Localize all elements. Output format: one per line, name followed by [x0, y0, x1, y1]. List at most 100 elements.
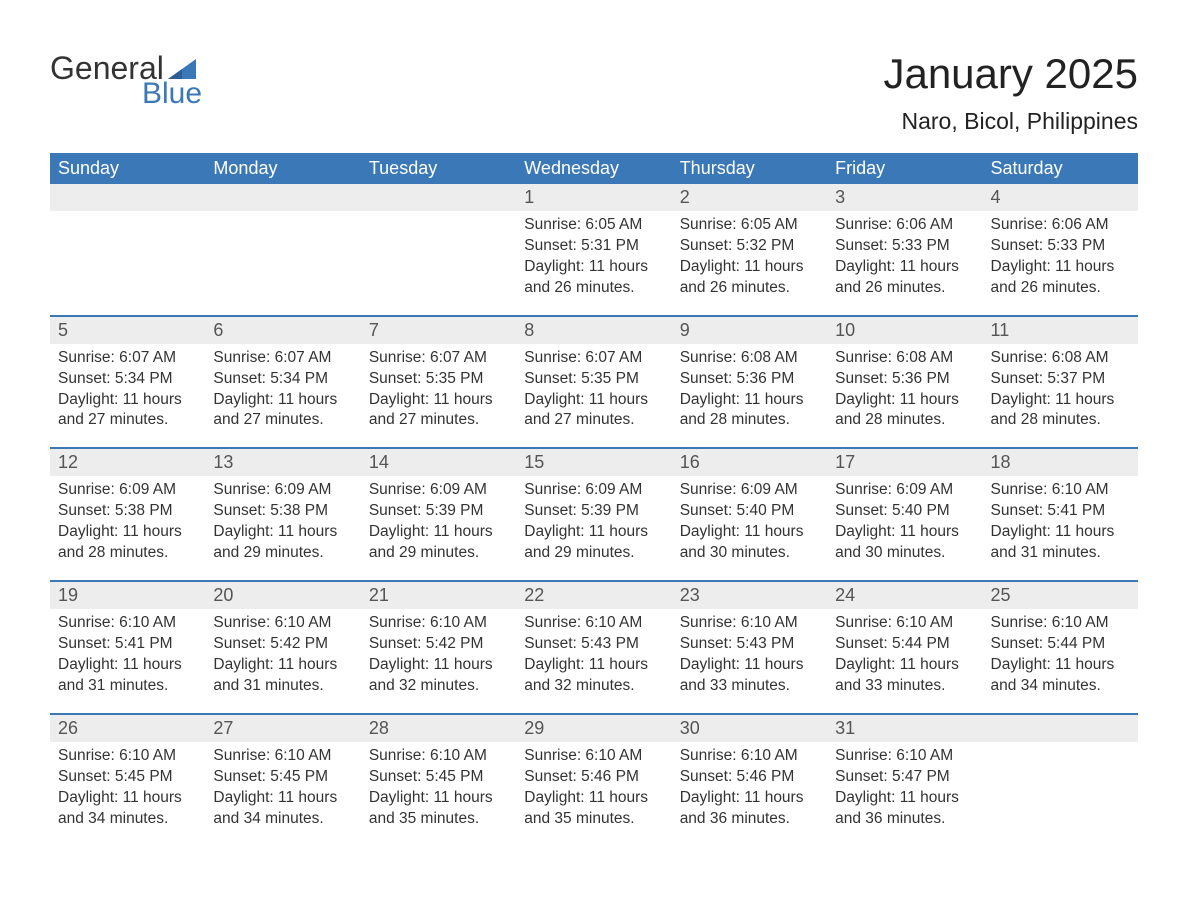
day-body: Sunrise: 6:09 AMSunset: 5:38 PMDaylight:…	[50, 476, 205, 580]
day-number-row: 20	[205, 582, 360, 609]
day-cell: 14Sunrise: 6:09 AMSunset: 5:39 PMDayligh…	[361, 449, 516, 580]
day-cell: 2Sunrise: 6:05 AMSunset: 5:32 PMDaylight…	[672, 184, 827, 315]
day-number-row: 24	[827, 582, 982, 609]
daylight-line2: and 36 minutes.	[835, 809, 974, 830]
day-number: 21	[361, 582, 516, 609]
day-cell	[50, 184, 205, 315]
daylight-line2: and 26 minutes.	[991, 278, 1130, 299]
day-cell: 26Sunrise: 6:10 AMSunset: 5:45 PMDayligh…	[50, 715, 205, 846]
day-number: 28	[361, 715, 516, 742]
day-number: 8	[516, 317, 671, 344]
daylight-line1: Daylight: 11 hours	[991, 655, 1130, 676]
weeks-container: 1Sunrise: 6:05 AMSunset: 5:31 PMDaylight…	[50, 184, 1138, 845]
sunset-text: Sunset: 5:34 PM	[58, 369, 197, 390]
day-cell: 6Sunrise: 6:07 AMSunset: 5:34 PMDaylight…	[205, 317, 360, 448]
calendar-page: General Blue January 2025 Naro, Bicol, P…	[0, 0, 1188, 885]
sunrise-text: Sunrise: 6:10 AM	[524, 613, 663, 634]
day-number-row: 15	[516, 449, 671, 476]
day-body: Sunrise: 6:10 AMSunset: 5:45 PMDaylight:…	[50, 742, 205, 846]
sunrise-text: Sunrise: 6:07 AM	[213, 348, 352, 369]
sunrise-text: Sunrise: 6:09 AM	[835, 480, 974, 501]
sunset-text: Sunset: 5:40 PM	[835, 501, 974, 522]
daylight-line2: and 34 minutes.	[991, 676, 1130, 697]
sunset-text: Sunset: 5:36 PM	[680, 369, 819, 390]
sunrise-text: Sunrise: 6:10 AM	[213, 746, 352, 767]
day-number-row: 14	[361, 449, 516, 476]
daylight-line1: Daylight: 11 hours	[835, 257, 974, 278]
day-number: 12	[50, 449, 205, 476]
week-row: 12Sunrise: 6:09 AMSunset: 5:38 PMDayligh…	[50, 447, 1138, 580]
day-cell	[983, 715, 1138, 846]
day-body: Sunrise: 6:09 AMSunset: 5:38 PMDaylight:…	[205, 476, 360, 580]
daylight-line2: and 27 minutes.	[369, 410, 508, 431]
daylight-line2: and 31 minutes.	[991, 543, 1130, 564]
daylight-line2: and 28 minutes.	[58, 543, 197, 564]
day-body: Sunrise: 6:07 AMSunset: 5:35 PMDaylight:…	[516, 344, 671, 448]
brand-word-blue: Blue	[142, 77, 202, 111]
day-number-row: 23	[672, 582, 827, 609]
sunset-text: Sunset: 5:38 PM	[58, 501, 197, 522]
sunrise-text: Sunrise: 6:05 AM	[680, 215, 819, 236]
week-row: 5Sunrise: 6:07 AMSunset: 5:34 PMDaylight…	[50, 315, 1138, 448]
day-body: Sunrise: 6:07 AMSunset: 5:35 PMDaylight:…	[361, 344, 516, 448]
day-number-row: 17	[827, 449, 982, 476]
week-row: 1Sunrise: 6:05 AMSunset: 5:31 PMDaylight…	[50, 184, 1138, 315]
day-body: Sunrise: 6:10 AMSunset: 5:46 PMDaylight:…	[672, 742, 827, 846]
daylight-line2: and 26 minutes.	[835, 278, 974, 299]
dow-cell: Sunday	[50, 153, 205, 184]
daylight-line1: Daylight: 11 hours	[991, 522, 1130, 543]
day-body: Sunrise: 6:06 AMSunset: 5:33 PMDaylight:…	[827, 211, 982, 315]
daylight-line1: Daylight: 11 hours	[524, 390, 663, 411]
sunset-text: Sunset: 5:45 PM	[58, 767, 197, 788]
daylight-line1: Daylight: 11 hours	[524, 522, 663, 543]
day-number-row: 4	[983, 184, 1138, 211]
day-cell: 5Sunrise: 6:07 AMSunset: 5:34 PMDaylight…	[50, 317, 205, 448]
day-number: 7	[361, 317, 516, 344]
daylight-line1: Daylight: 11 hours	[991, 390, 1130, 411]
daylight-line2: and 26 minutes.	[524, 278, 663, 299]
day-number: 17	[827, 449, 982, 476]
dow-cell: Saturday	[983, 153, 1138, 184]
day-number-row: 16	[672, 449, 827, 476]
daylight-line2: and 27 minutes.	[524, 410, 663, 431]
daylight-line2: and 26 minutes.	[680, 278, 819, 299]
sunset-text: Sunset: 5:43 PM	[524, 634, 663, 655]
day-body: Sunrise: 6:10 AMSunset: 5:44 PMDaylight:…	[827, 609, 982, 713]
daylight-line1: Daylight: 11 hours	[213, 655, 352, 676]
sunrise-text: Sunrise: 6:10 AM	[991, 613, 1130, 634]
day-cell: 7Sunrise: 6:07 AMSunset: 5:35 PMDaylight…	[361, 317, 516, 448]
day-number-row: 8	[516, 317, 671, 344]
day-number: 13	[205, 449, 360, 476]
day-number-row: 6	[205, 317, 360, 344]
day-number: 10	[827, 317, 982, 344]
day-cell: 13Sunrise: 6:09 AMSunset: 5:38 PMDayligh…	[205, 449, 360, 580]
sunset-text: Sunset: 5:44 PM	[991, 634, 1130, 655]
daylight-line2: and 30 minutes.	[680, 543, 819, 564]
day-number: 29	[516, 715, 671, 742]
daylight-line1: Daylight: 11 hours	[369, 655, 508, 676]
daylight-line1: Daylight: 11 hours	[213, 390, 352, 411]
day-cell: 24Sunrise: 6:10 AMSunset: 5:44 PMDayligh…	[827, 582, 982, 713]
day-cell: 31Sunrise: 6:10 AMSunset: 5:47 PMDayligh…	[827, 715, 982, 846]
day-body: Sunrise: 6:10 AMSunset: 5:45 PMDaylight:…	[361, 742, 516, 846]
sunrise-text: Sunrise: 6:10 AM	[680, 746, 819, 767]
day-number-row: 11	[983, 317, 1138, 344]
day-number: 18	[983, 449, 1138, 476]
sunrise-text: Sunrise: 6:09 AM	[58, 480, 197, 501]
sunset-text: Sunset: 5:47 PM	[835, 767, 974, 788]
daylight-line1: Daylight: 11 hours	[213, 788, 352, 809]
day-body: Sunrise: 6:09 AMSunset: 5:39 PMDaylight:…	[361, 476, 516, 580]
sunset-text: Sunset: 5:35 PM	[524, 369, 663, 390]
day-number-row	[50, 184, 205, 211]
sunrise-text: Sunrise: 6:06 AM	[835, 215, 974, 236]
day-cell: 15Sunrise: 6:09 AMSunset: 5:39 PMDayligh…	[516, 449, 671, 580]
daylight-line2: and 28 minutes.	[835, 410, 974, 431]
sunset-text: Sunset: 5:35 PM	[369, 369, 508, 390]
daylight-line1: Daylight: 11 hours	[369, 788, 508, 809]
dow-cell: Thursday	[672, 153, 827, 184]
sunset-text: Sunset: 5:41 PM	[58, 634, 197, 655]
sunrise-text: Sunrise: 6:10 AM	[524, 746, 663, 767]
day-cell	[361, 184, 516, 315]
daylight-line2: and 32 minutes.	[524, 676, 663, 697]
daylight-line1: Daylight: 11 hours	[58, 522, 197, 543]
